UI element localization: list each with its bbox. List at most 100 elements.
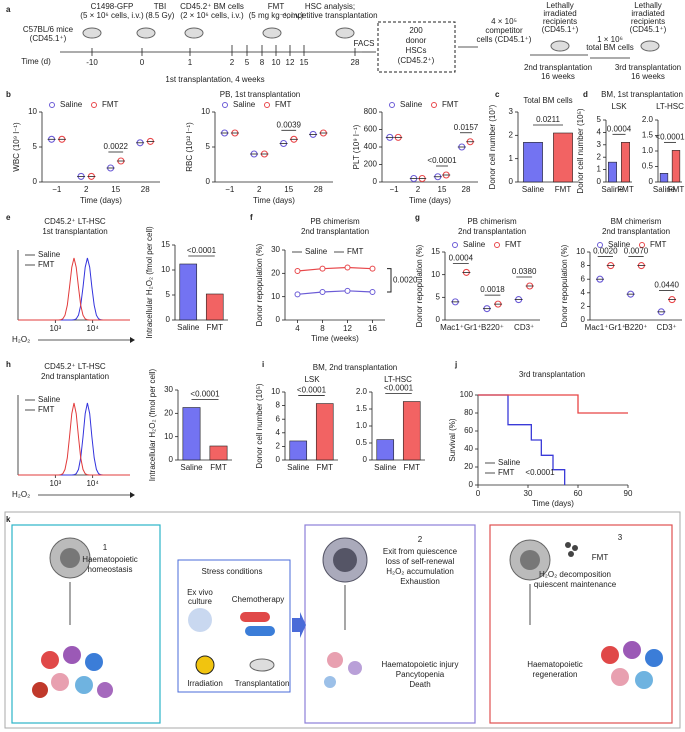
- x-tick-label: 60: [574, 489, 583, 498]
- label: culture: [188, 597, 213, 606]
- legend-marker: [494, 242, 500, 248]
- p-value: <0.0001: [427, 156, 457, 165]
- bar: [523, 142, 543, 183]
- label: total BM cells: [586, 43, 634, 52]
- histogram-curve: [18, 402, 130, 476]
- y-tick-label: 2.0: [356, 387, 368, 396]
- label: irradiated: [543, 9, 576, 18]
- fmt-particle: [568, 551, 574, 557]
- p-value: 0.0004: [607, 124, 632, 133]
- y-axis-label: RBC (10¹² l⁻¹): [185, 122, 194, 172]
- y-tick-label: 10: [431, 270, 440, 279]
- legend-marker: [91, 102, 97, 108]
- legend-label: FMT: [505, 240, 522, 249]
- legend-label: FMT: [650, 240, 667, 249]
- legend-marker: [222, 102, 228, 108]
- x-tick-label: 28: [462, 185, 471, 194]
- mouse-icon: [82, 27, 102, 39]
- p-value: 0.0022: [104, 142, 129, 151]
- x-axis-label: Time (days): [532, 499, 574, 508]
- panel-letter: k: [6, 515, 11, 524]
- timepoint-label: 15: [300, 58, 309, 67]
- label: donor: [406, 36, 427, 45]
- x-tick-label: Saline: [287, 463, 310, 472]
- x-axis-label: Time (weeks): [311, 334, 359, 343]
- timepoint-label: 28: [351, 58, 360, 67]
- panel-letter: a: [6, 5, 11, 14]
- x-tick-label: 10³: [50, 479, 62, 488]
- label: Time (d): [21, 57, 51, 66]
- histogram-curve: [18, 402, 130, 476]
- x-tick-label: Saline: [177, 323, 200, 332]
- panel-letter: e: [6, 213, 11, 222]
- radiation-icon: [195, 655, 215, 675]
- label: (CD45.1⁺): [630, 25, 667, 34]
- y-tick-label: 4: [276, 428, 281, 437]
- label: 2: [418, 535, 423, 544]
- label: Haematopoietic: [82, 555, 138, 564]
- label: competitor: [485, 26, 523, 35]
- chart-subtitle: 2nd transplantation: [602, 227, 670, 236]
- y-tick-label: 600: [364, 125, 378, 134]
- panel-k-shapes: [4, 511, 681, 729]
- timepoint-label: 10: [272, 58, 281, 67]
- x-axis-label: Time (days): [253, 196, 295, 205]
- y-tick-label: 5: [436, 292, 441, 301]
- p-value: 0.0070: [624, 247, 649, 256]
- y-tick-label: 0: [436, 315, 441, 324]
- label: Lethally: [546, 1, 574, 10]
- mouse-icon: [184, 27, 204, 39]
- legend-label: FMT: [38, 405, 55, 414]
- y-axis-label: Donor cell number (10⁵): [255, 383, 264, 468]
- label: CD45.2⁺ BM cells: [180, 2, 244, 11]
- legend-label: Saline: [38, 395, 61, 404]
- p-value: <0.0001: [297, 386, 327, 395]
- p-value: 0.0157: [454, 123, 479, 132]
- cell: [75, 676, 93, 694]
- box-1: [11, 524, 161, 724]
- x-tick-label: 12: [343, 324, 352, 333]
- mouse-icon: [249, 658, 275, 672]
- nucleus: [520, 550, 540, 570]
- x-tick-label: B220⁺: [481, 323, 504, 332]
- label: (CD45.1⁺): [542, 25, 579, 34]
- y-tick-label: 15: [161, 240, 170, 249]
- p-value: <0.0001: [525, 468, 555, 477]
- cell: [41, 651, 59, 669]
- y-tick-label: 2: [509, 130, 514, 139]
- y-tick-label: 10: [164, 432, 173, 441]
- point: [344, 287, 351, 294]
- y-tick-label: 0: [469, 480, 474, 489]
- y-tick-label: 1.5: [356, 404, 368, 413]
- x-tick-label: −1: [52, 185, 62, 194]
- sig-bracket: [387, 268, 392, 293]
- y-axis-label: Intracellular H₂O₂ (fmol per cell): [148, 368, 157, 481]
- x-tick-label: CD3⁺: [514, 323, 534, 332]
- legend-marker: [597, 242, 603, 248]
- y-tick-label: 200: [364, 160, 378, 169]
- nucleus: [333, 548, 357, 572]
- x-tick-label: Saline: [374, 463, 397, 472]
- y-axis-label: Donor cell number (10⁵): [576, 108, 585, 193]
- y-tick-label: 4: [581, 288, 586, 297]
- p-value: 0.0380: [512, 267, 537, 276]
- x-tick-label: 2: [84, 185, 89, 194]
- label: Exhaustion: [400, 577, 440, 586]
- x-tick-label: FMT: [555, 185, 572, 194]
- chart-title: 3rd transplantation: [519, 370, 585, 379]
- timepoint-label: 1: [188, 58, 193, 67]
- y-tick-label: 0: [276, 455, 281, 464]
- bar: [376, 439, 395, 461]
- cell: [51, 673, 69, 691]
- y-tick-label: 1: [509, 154, 514, 163]
- group-title: BM, 1st transplantation: [601, 90, 683, 99]
- y-tick-label: 10: [28, 107, 37, 116]
- label: recipients: [631, 17, 665, 26]
- label: (2 × 10⁶ cells, i.v.): [180, 11, 244, 20]
- chart-title: PB chimerism: [310, 217, 360, 226]
- label: (8.5 Gy): [146, 11, 175, 20]
- chart-title: PB chimerism: [467, 217, 517, 226]
- label: recipients: [543, 17, 577, 26]
- label: (CD45.2⁺): [398, 56, 435, 65]
- point: [369, 265, 376, 272]
